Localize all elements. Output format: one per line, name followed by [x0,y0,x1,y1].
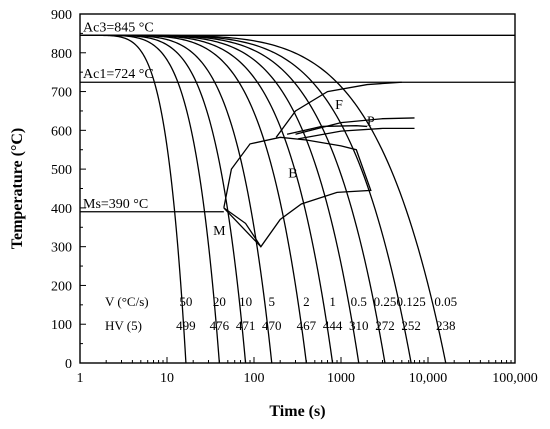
x-axis-ticks: 1 10 100 1000 10,000 100,000 [77,357,538,386]
cooling-rate-value: 0.5 [351,294,367,309]
cooling-rate-value: 10 [239,294,252,309]
x-tick-label: 1000 [327,371,355,386]
y-tick-label: 400 [51,202,72,217]
cooling-curve [80,34,447,363]
region-label: P [367,115,375,130]
cooling-rate-value: 0.05 [434,294,457,309]
y-axis-ticks: 0 100 200 300 400 500 600 700 800 900 [51,8,86,372]
hardness-header: HV (5) [105,318,142,333]
cooling-curves [80,34,447,363]
hardness-value: 444 [323,318,343,333]
reference-line-label: Ac1=724 °C [83,67,154,82]
y-tick-label: 800 [51,47,72,62]
reference-line-label: Ac3=845 °C [83,20,154,35]
y-tick-label: 0 [65,357,72,372]
hardness-value: 471 [236,318,256,333]
region-boundary [295,117,415,135]
region-labels: F P B M [213,98,375,239]
cooling-rate-value: 2 [303,294,310,309]
hardness-value: 310 [349,318,369,333]
region-boundary [223,136,372,248]
hardness-value: 499 [176,318,196,333]
y-tick-label: 700 [51,86,72,101]
y-tick-label: 600 [51,124,72,139]
rate-header: V (°C/s) [105,294,149,309]
y-tick-label: 200 [51,279,72,294]
reference-line-labels: Ac3=845 °C Ac1=724 °C Ms=390 °C [83,20,154,211]
y-axis-title: Temperature (°C) [9,128,26,249]
region-label: F [335,98,343,113]
cooling-rate-value: 0.25 [374,294,397,309]
x-tick-label: 10,000 [409,371,448,386]
hardness-value: 238 [436,318,456,333]
cooling-rate-value: 20 [213,294,226,309]
y-tick-label: 100 [51,318,72,333]
cooling-rate-value: 50 [179,294,192,309]
region-boundary [275,81,402,138]
region-boundary [286,125,368,135]
hardness-value: 467 [297,318,317,333]
cooling-rate-value: 5 [269,294,276,309]
x-tick-label: 10 [160,371,174,386]
transformation-regions [223,81,415,248]
cooling-rate-value: 1 [329,294,336,309]
region-boundary [297,127,415,140]
region-label: B [288,167,297,182]
reference-line-label: Ms=390 °C [83,197,148,212]
hardness-value: 252 [401,318,421,333]
x-tick-label: 100 [244,371,265,386]
y-tick-label: 500 [51,163,72,178]
cooling-rate-value: 0.125 [397,294,426,309]
x-axis-title: Time (s) [269,403,325,420]
region-label: M [213,224,226,239]
hardness-value: 476 [210,318,230,333]
reference-lines [80,34,515,213]
region-boundary [223,207,262,248]
x-tick-label: 100,000 [492,371,538,386]
hardness-value: 272 [375,318,395,333]
x-tick-label: 1 [77,371,84,386]
y-tick-label: 300 [51,241,72,256]
cooling-rate-table: V (°C/s) HV (5) 50 499 20 476 10 471 5 470 2 467 1 44… [105,294,457,333]
hardness-value: 470 [262,318,282,333]
y-tick-label: 900 [51,8,72,23]
